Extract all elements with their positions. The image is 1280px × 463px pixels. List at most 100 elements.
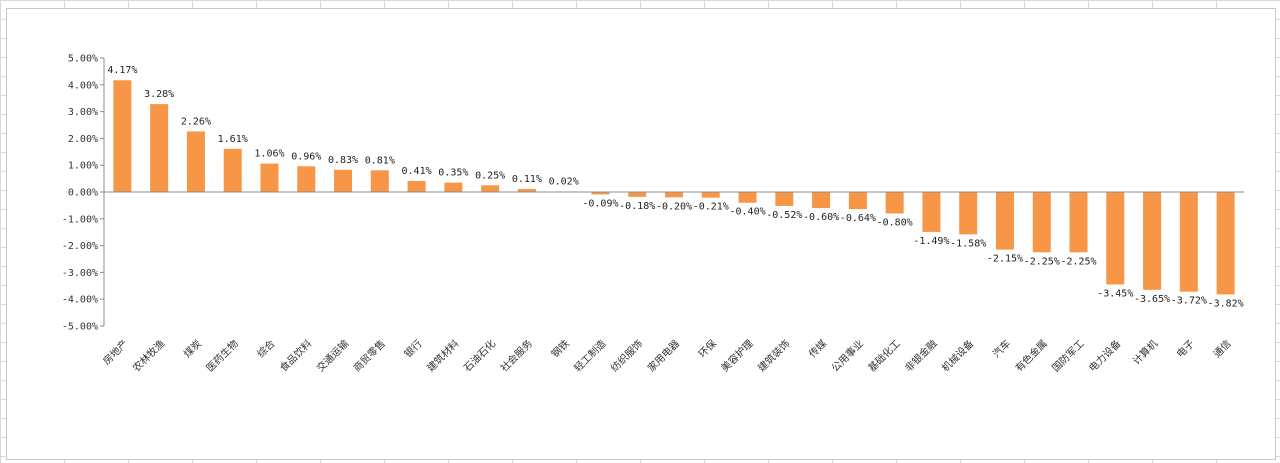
- bar: [775, 192, 794, 206]
- category-label: 计算机: [1130, 337, 1160, 367]
- bar: [186, 131, 205, 192]
- y-tick-label: 4.00%: [68, 80, 98, 91]
- category-label: 公用事业: [829, 337, 866, 374]
- data-label: -0.52%: [766, 210, 802, 221]
- data-label: -0.18%: [619, 201, 655, 212]
- bar: [113, 80, 132, 192]
- data-label: -0.20%: [656, 201, 692, 212]
- data-label: 0.81%: [365, 155, 395, 166]
- category-label: 汽车: [990, 337, 1013, 360]
- category-label: 美容护理: [718, 337, 755, 374]
- bar: [1179, 192, 1198, 292]
- data-label: 0.25%: [475, 170, 505, 181]
- data-label: -3.45%: [1097, 288, 1133, 299]
- data-label: 2.26%: [181, 116, 211, 127]
- bar: [370, 170, 389, 192]
- category-label: 机械设备: [939, 337, 976, 374]
- bar: [481, 185, 500, 192]
- y-tick-label: -5.00%: [62, 322, 98, 333]
- category-label: 通信: [1211, 338, 1234, 361]
- category-label: 有色金属: [1012, 337, 1049, 374]
- data-label: -0.09%: [582, 198, 618, 209]
- y-tick-label: -2.00%: [62, 241, 98, 252]
- y-tick-label: 5.00%: [68, 54, 98, 65]
- bar: [591, 192, 610, 195]
- category-label: 医药生物: [203, 337, 240, 374]
- data-label: 0.02%: [549, 176, 579, 187]
- bar: [517, 189, 536, 192]
- category-label: 家用电器: [645, 337, 682, 374]
- data-label: -0.80%: [877, 217, 913, 228]
- category-label: 煤炭: [181, 337, 204, 360]
- category-label: 交通运输: [314, 337, 351, 374]
- bar: [848, 192, 867, 210]
- category-label: 传媒: [807, 338, 830, 361]
- data-label: -0.64%: [840, 213, 876, 224]
- data-label: 1.61%: [218, 134, 248, 145]
- chart-area[interactable]: -5.00% -4.00% -3.00% -2.00% -1.00% 0.00% 1.00%…: [6, 8, 1276, 460]
- data-label: 0.83%: [328, 155, 358, 166]
- bar: [1106, 192, 1125, 285]
- data-label: -2.15%: [987, 254, 1023, 265]
- category-label: 纺织服饰: [608, 337, 645, 374]
- category-label: 社会服务: [498, 337, 535, 374]
- y-tick-label: -1.00%: [62, 214, 98, 225]
- bar: [812, 192, 831, 209]
- category-label: 轻工制造: [571, 337, 608, 374]
- data-label: -3.82%: [1208, 298, 1244, 309]
- data-label: -1.58%: [950, 238, 986, 249]
- data-label: -1.49%: [913, 236, 949, 247]
- bar: [738, 192, 757, 203]
- data-label: -2.25%: [1024, 256, 1060, 267]
- data-label: 3.28%: [144, 89, 174, 100]
- y-tick-label: 1.00%: [68, 161, 98, 172]
- category-label: 电子: [1174, 337, 1197, 360]
- data-label: -2.25%: [1060, 256, 1096, 267]
- bar: [959, 192, 978, 235]
- bar: [1216, 192, 1235, 295]
- category-label: 建筑材料: [424, 337, 461, 374]
- data-label: 4.17%: [107, 65, 137, 76]
- bar: [628, 192, 647, 197]
- category-label: 非银金融: [902, 337, 939, 374]
- category-label: 国防军工: [1049, 337, 1086, 374]
- category-label: 建筑装饰: [755, 337, 792, 374]
- bar: [885, 192, 904, 214]
- bar: [260, 163, 279, 192]
- data-label: 1.06%: [254, 149, 284, 160]
- category-label: 环保: [696, 337, 719, 360]
- category-label: 商贸零售: [350, 337, 387, 374]
- y-tick-label: 3.00%: [68, 107, 98, 118]
- bar: [297, 166, 316, 192]
- data-label: -0.60%: [803, 212, 839, 223]
- category-label: 农林牧渔: [130, 337, 167, 374]
- bar: [665, 192, 683, 198]
- bar: [922, 192, 941, 232]
- y-tick-label: -3.00%: [62, 268, 98, 279]
- bar: [1032, 192, 1051, 253]
- bar: [407, 181, 426, 192]
- category-label: 综合: [254, 337, 277, 360]
- bar-chart: -5.00% -4.00% -3.00% -2.00% -1.00% 0.00% 1.00%…: [62, 54, 1244, 374]
- bar: [701, 192, 720, 198]
- data-label: -3.65%: [1134, 294, 1170, 305]
- category-label: 食品饮料: [277, 337, 314, 374]
- category-label: 钢铁: [548, 337, 571, 360]
- category-label: 银行: [401, 337, 424, 360]
- data-label: -0.21%: [693, 202, 729, 213]
- category-label: 石油石化: [461, 337, 498, 374]
- bar: [1143, 192, 1162, 290]
- bar: [334, 169, 353, 192]
- bar: [1069, 192, 1088, 253]
- y-tick-label: 0.00%: [68, 188, 98, 199]
- data-label: 0.35%: [438, 168, 468, 179]
- data-label: 0.41%: [402, 166, 432, 177]
- data-label: 0.11%: [512, 174, 542, 185]
- y-tick-label: -4.00%: [62, 295, 98, 306]
- bar: [995, 192, 1014, 250]
- bar: [444, 182, 463, 192]
- data-label: -0.40%: [729, 207, 765, 218]
- category-label: 电力设备: [1086, 337, 1123, 374]
- category-label: 房地产: [100, 337, 130, 367]
- data-label: -3.72%: [1171, 296, 1207, 307]
